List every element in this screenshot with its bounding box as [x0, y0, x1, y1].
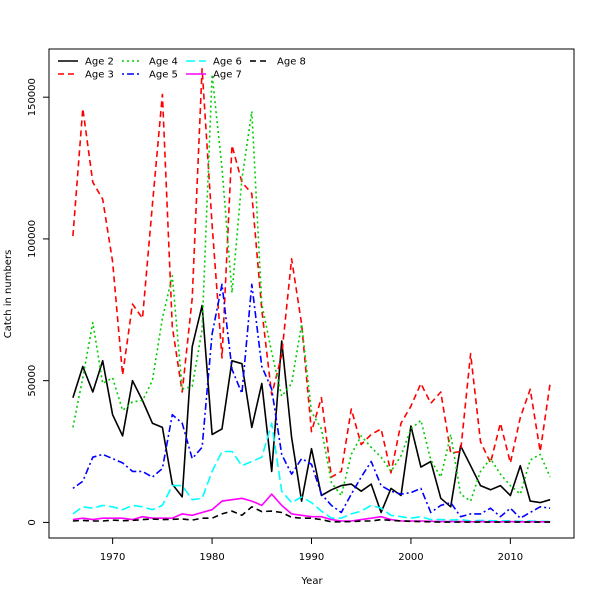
- legend-label-age-2: Age 2: [85, 57, 114, 68]
- legend-label-age-7: Age 7: [213, 70, 242, 81]
- x-tick-label: 2010: [498, 552, 523, 563]
- series-line-age-5: [72, 283, 551, 520]
- legend-label-age-5: Age 5: [149, 70, 178, 81]
- y-axis-title: Catch in numbers: [3, 250, 14, 339]
- y-tick-label: 0: [27, 519, 38, 525]
- x-axis-title: Year: [300, 576, 323, 587]
- y-tick-label: 150000: [27, 78, 38, 116]
- x-axis: 1970 1980 1990 2000 2010: [100, 537, 523, 563]
- legend-label-age-6: Age 6: [213, 57, 242, 68]
- y-tick-label: 100000: [27, 220, 38, 258]
- series-line-age-7: [72, 493, 551, 523]
- legend-label-age-4: Age 4: [149, 57, 178, 68]
- y-axis: 0 50000 100000 150000: [27, 78, 50, 526]
- series-line-age-3: [72, 68, 551, 478]
- x-tick-label: 1970: [100, 552, 125, 563]
- y-tick-label: 50000: [27, 365, 38, 397]
- x-tick-label: 2000: [398, 552, 423, 563]
- legend-label-age-3: Age 3: [85, 70, 114, 81]
- legend-label-age-8: Age 8: [277, 57, 306, 68]
- series-line-age-2: [72, 304, 551, 514]
- x-tick-label: 1990: [299, 552, 324, 563]
- x-tick-label: 1980: [199, 552, 224, 563]
- series-layer: [72, 68, 551, 523]
- legend: Age 2 Age 3 Age 4 Age 5 Age 6 Age 7 Age 8: [58, 57, 306, 81]
